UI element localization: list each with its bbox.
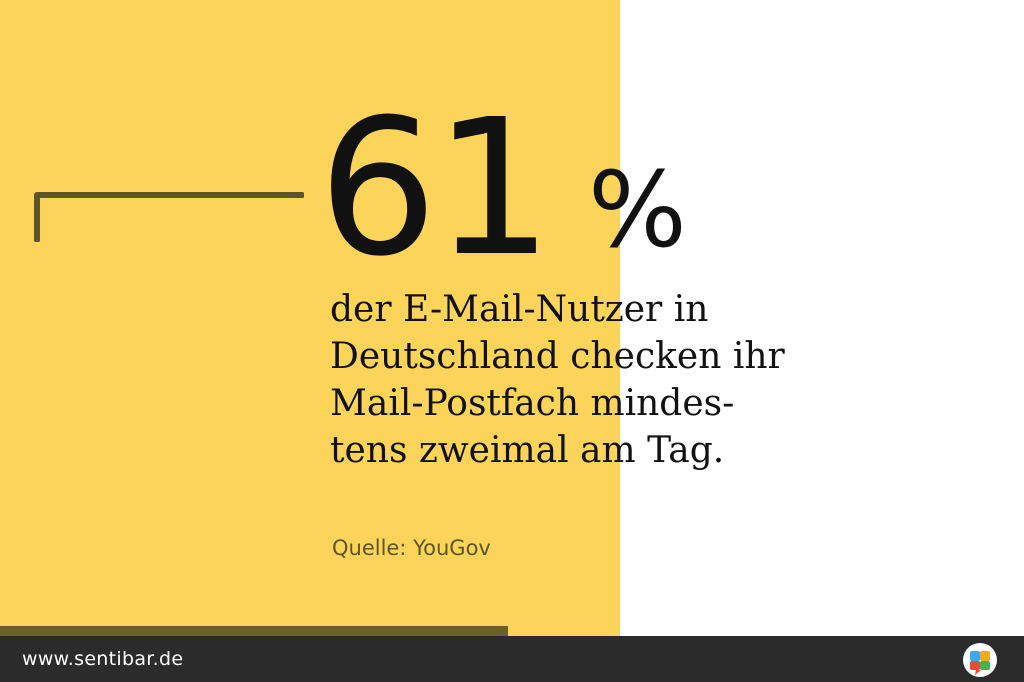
headline-statement: der E-Mail-Nutzer in Deutschland checken… xyxy=(330,286,810,474)
sentibar-logo-icon xyxy=(963,643,997,677)
accent-divider xyxy=(0,626,508,636)
statement-line-2: Deutschland checken ihr xyxy=(330,336,785,377)
footer-bar xyxy=(0,636,1024,682)
statement-line-1: der E-Mail-Nutzer in xyxy=(330,289,709,330)
footer-website-link[interactable]: www.sentibar.de xyxy=(22,648,184,670)
white-background-panel xyxy=(620,0,1024,636)
percent-sign: % xyxy=(588,149,687,271)
headline-number: 61 xyxy=(318,79,553,298)
statement-line-4: tens zweimal am Tag. xyxy=(330,430,725,471)
bracket-decoration xyxy=(34,192,304,242)
source-label: Quelle: YouGov xyxy=(332,536,491,560)
yellow-background-panel xyxy=(0,0,620,636)
statement-line-3: Mail-Postfach mindes- xyxy=(330,383,735,424)
